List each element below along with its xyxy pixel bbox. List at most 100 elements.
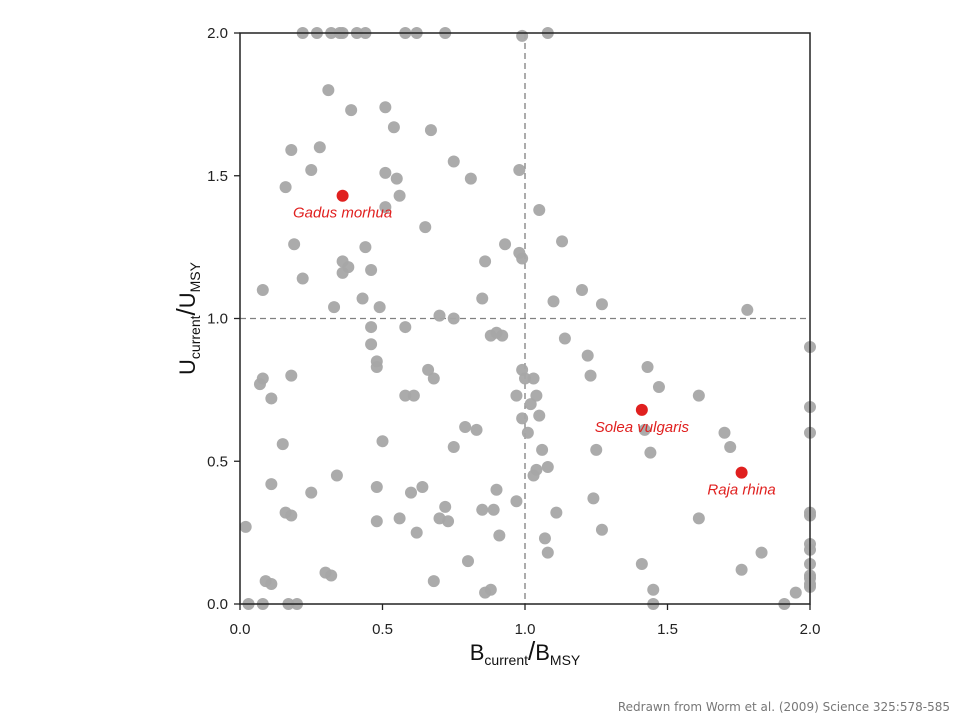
data-point [692, 389, 705, 402]
x-tick-label: 0.5 [372, 621, 393, 638]
x-tick-label: 1.0 [515, 621, 536, 638]
data-point [550, 506, 563, 519]
data-point [493, 529, 506, 542]
source-credit: Redrawn from Worm et al. (2009) Science … [617, 700, 950, 714]
data-point [399, 321, 412, 334]
data-point [635, 558, 648, 571]
x-tick-label: 2.0 [800, 621, 821, 638]
data-point [487, 503, 500, 516]
data-point [479, 255, 492, 268]
data-point [345, 104, 358, 117]
data-point [328, 301, 341, 314]
data-point [285, 509, 298, 522]
data-point [510, 495, 523, 508]
data-point [407, 389, 420, 402]
data-point [587, 492, 600, 505]
data-point [265, 392, 278, 405]
data-point [405, 486, 417, 499]
data-point [521, 426, 534, 439]
x-axis-label: Bcurrent/BMSY [470, 636, 581, 668]
data-point [370, 515, 383, 528]
data-point [533, 409, 546, 422]
data-point [356, 292, 369, 305]
data-point [479, 586, 492, 599]
data-point [265, 578, 278, 591]
data-point [279, 181, 292, 194]
data-point [459, 420, 472, 433]
species-annotation: Gadus morhua [293, 205, 392, 222]
data-point [370, 480, 383, 493]
data-point [387, 121, 400, 134]
data-point [365, 338, 378, 351]
data-point [527, 372, 540, 385]
data-point [305, 164, 318, 177]
data-point [533, 204, 546, 217]
data-point [647, 583, 660, 596]
data-point [541, 460, 554, 473]
data-point [373, 301, 386, 314]
data-points [239, 27, 816, 610]
data-point [265, 478, 278, 491]
y-tick-label: 1.5 [207, 168, 228, 185]
data-point [638, 423, 651, 436]
data-point [741, 303, 754, 316]
data-point [724, 440, 737, 453]
data-point [644, 446, 657, 459]
data-point [447, 312, 460, 325]
data-point [419, 221, 432, 234]
data-point [288, 238, 301, 251]
data-point [556, 235, 569, 248]
data-point [276, 438, 289, 451]
data-point [393, 512, 406, 525]
data-point [576, 283, 588, 296]
x-tick-label: 1.5 [657, 621, 678, 638]
axis-ticks: 0.0 0.5 1.0 1.5 2.0 0.0 0.5 1.0 1.5 2.0 [207, 25, 820, 638]
data-point [376, 435, 389, 448]
data-point [305, 486, 318, 499]
data-point [462, 555, 474, 568]
data-point [416, 480, 429, 493]
species-annotation: Solea vulgaris [595, 419, 690, 436]
data-point [399, 389, 412, 402]
data-point [322, 84, 335, 97]
data-point [641, 361, 654, 374]
highlighted-point [336, 189, 349, 202]
y-tick-label: 0.0 [207, 596, 228, 613]
data-point [692, 512, 705, 525]
data-point [256, 283, 269, 296]
data-point [735, 563, 748, 576]
data-point [541, 546, 554, 559]
data-point [538, 532, 551, 545]
reference-lines [240, 33, 810, 604]
data-point [422, 363, 435, 376]
data-point [530, 389, 543, 402]
data-point [336, 266, 349, 279]
data-point [379, 101, 392, 114]
data-point [253, 378, 266, 391]
data-point [590, 443, 603, 456]
data-point [516, 29, 529, 42]
data-point [499, 238, 512, 251]
data-point [490, 483, 503, 496]
data-point [379, 166, 392, 179]
data-point [595, 523, 608, 536]
y-axis-label: Ucurrent/UMSY [171, 261, 203, 375]
y-tick-label: 2.0 [207, 25, 228, 42]
data-point [718, 426, 731, 439]
data-point [476, 503, 489, 516]
data-point [527, 469, 540, 482]
data-point [433, 512, 446, 525]
data-point [558, 332, 571, 345]
data-point [652, 381, 665, 394]
data-point [513, 164, 526, 177]
data-point [365, 263, 378, 276]
data-point [439, 500, 452, 513]
data-point [390, 172, 403, 185]
data-point [447, 440, 460, 453]
data-point [519, 372, 531, 385]
data-point [476, 292, 489, 305]
data-point [547, 295, 560, 308]
y-tick-label: 0.5 [207, 453, 228, 470]
highlighted-point [735, 466, 748, 479]
